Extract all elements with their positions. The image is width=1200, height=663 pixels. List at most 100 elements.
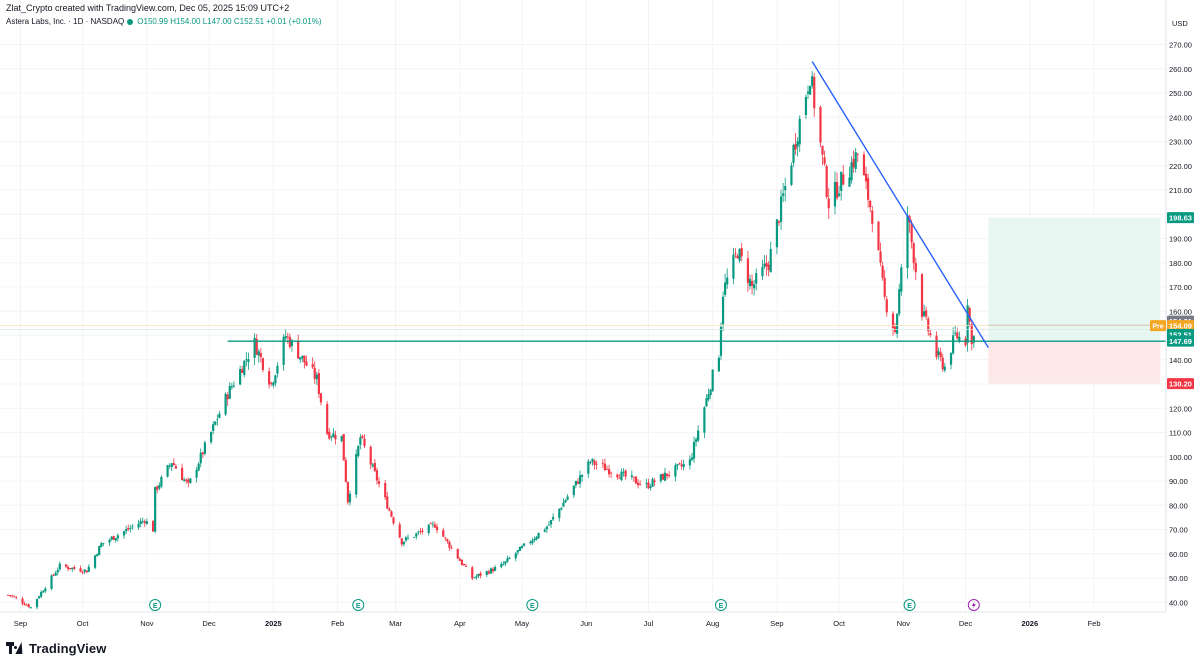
y-tick-label: 160.00 [1169,307,1192,316]
candle-up [122,530,126,539]
y-tick-label: 180.00 [1169,259,1192,268]
lightning-event-icon[interactable] [967,599,980,611]
candle-up [697,425,700,443]
candle-body [603,463,607,471]
candle-body [81,572,84,574]
candle-body [475,576,478,578]
candle-up [195,466,198,483]
candle-up [475,574,478,580]
earnings-marker[interactable]: E [903,599,916,611]
candle-down [421,527,424,535]
candle-up [782,183,785,203]
earnings-marker[interactable]: E [149,599,162,611]
candle-body [668,475,671,476]
candle-body [808,85,812,95]
earnings-marker[interactable]: E [526,599,539,611]
candle-body [485,571,488,575]
candle-body [8,595,12,596]
candle-body [243,360,246,376]
candle-down [85,570,88,573]
candle-body [228,385,231,399]
candle-body [348,493,352,503]
candle-up [545,525,548,534]
candle-body [79,568,82,572]
candle-up [232,381,236,388]
candle-body [958,336,961,341]
candle-down [297,334,300,360]
candle-down [319,392,323,406]
y-tick-label: 110.00 [1169,429,1191,438]
price-label-text: 147.69 [1169,337,1192,346]
candle-down [639,480,642,486]
candle-down [313,361,316,384]
candle-up [274,374,277,387]
candle-body [122,531,126,536]
candle-up [166,464,169,478]
candle-body [502,563,505,565]
candle-body [357,445,360,456]
stop-zone [988,341,1161,384]
candle-body [473,577,476,579]
symbol-name[interactable]: Astera Labs, Inc. · 1D · NASDAQ [6,17,125,26]
candle-body [29,606,32,608]
candle-down [479,571,482,579]
candle-body [471,567,474,579]
candle-up [199,448,202,468]
tradingview-logo-text[interactable]: TradingView [29,640,107,656]
candle-up [50,574,53,591]
candle-body [386,496,389,509]
candle-body [166,465,169,477]
candle-up [922,304,926,318]
candle-body [257,351,260,356]
candle-up [160,475,163,489]
candle-down [390,510,393,518]
candle-up [228,382,231,400]
candle-body [779,196,783,222]
candle-body [154,486,157,532]
candle-up [840,171,843,201]
candle-body [42,591,45,593]
candle-body [827,198,830,209]
candle-down [893,323,897,334]
candle-body [798,118,801,145]
candle-body [156,486,159,490]
candle-body [806,91,810,94]
candle-up [850,156,853,184]
candle-body [272,382,275,386]
price-label-bg [1167,212,1194,224]
candle-up [535,535,538,541]
candle-body [663,472,667,481]
earnings-marker[interactable]: E [714,599,727,611]
x-tick-label: Oct [833,619,846,628]
candle-up [808,85,812,96]
earnings-marker[interactable]: E [352,599,365,611]
candle-up [282,334,285,371]
candle-body [506,558,509,562]
price-label-pre: 154.09 Pre [1150,320,1194,332]
candle-up [504,560,507,567]
candle-up [645,478,648,489]
candle-up [578,470,582,489]
candle-body [522,543,526,546]
candle-up [214,421,217,426]
candle-up [721,291,725,332]
candle-up [906,206,909,279]
candle-body [954,332,957,334]
candle-body [52,574,55,576]
candle-up [100,541,103,548]
candle-body [129,527,132,529]
candle-body [50,575,53,589]
candle-down [939,347,942,362]
candle-body [653,480,656,482]
candle-up [216,414,219,426]
candle-body [450,547,453,549]
candle-down [610,471,613,479]
candle-body [98,546,101,556]
candle-body [141,520,144,522]
earnings-marker-circle [903,599,916,611]
candle-down [384,479,387,500]
candle-up [485,570,488,578]
candle-up [695,437,698,447]
candle-body [37,596,41,599]
